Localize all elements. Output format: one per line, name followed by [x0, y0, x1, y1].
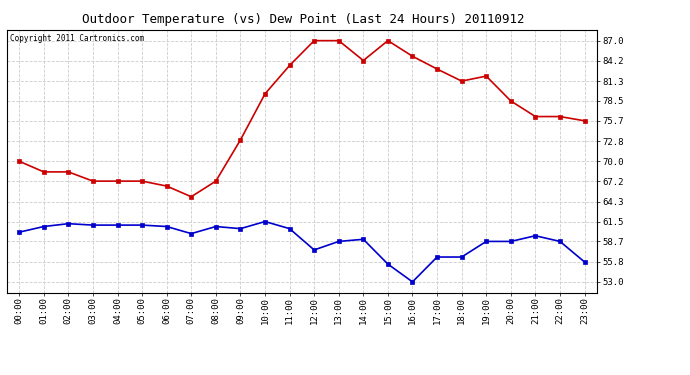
Text: Copyright 2011 Cartronics.com: Copyright 2011 Cartronics.com [10, 34, 144, 43]
Text: Outdoor Temperature (vs) Dew Point (Last 24 Hours) 20110912: Outdoor Temperature (vs) Dew Point (Last… [82, 13, 525, 26]
